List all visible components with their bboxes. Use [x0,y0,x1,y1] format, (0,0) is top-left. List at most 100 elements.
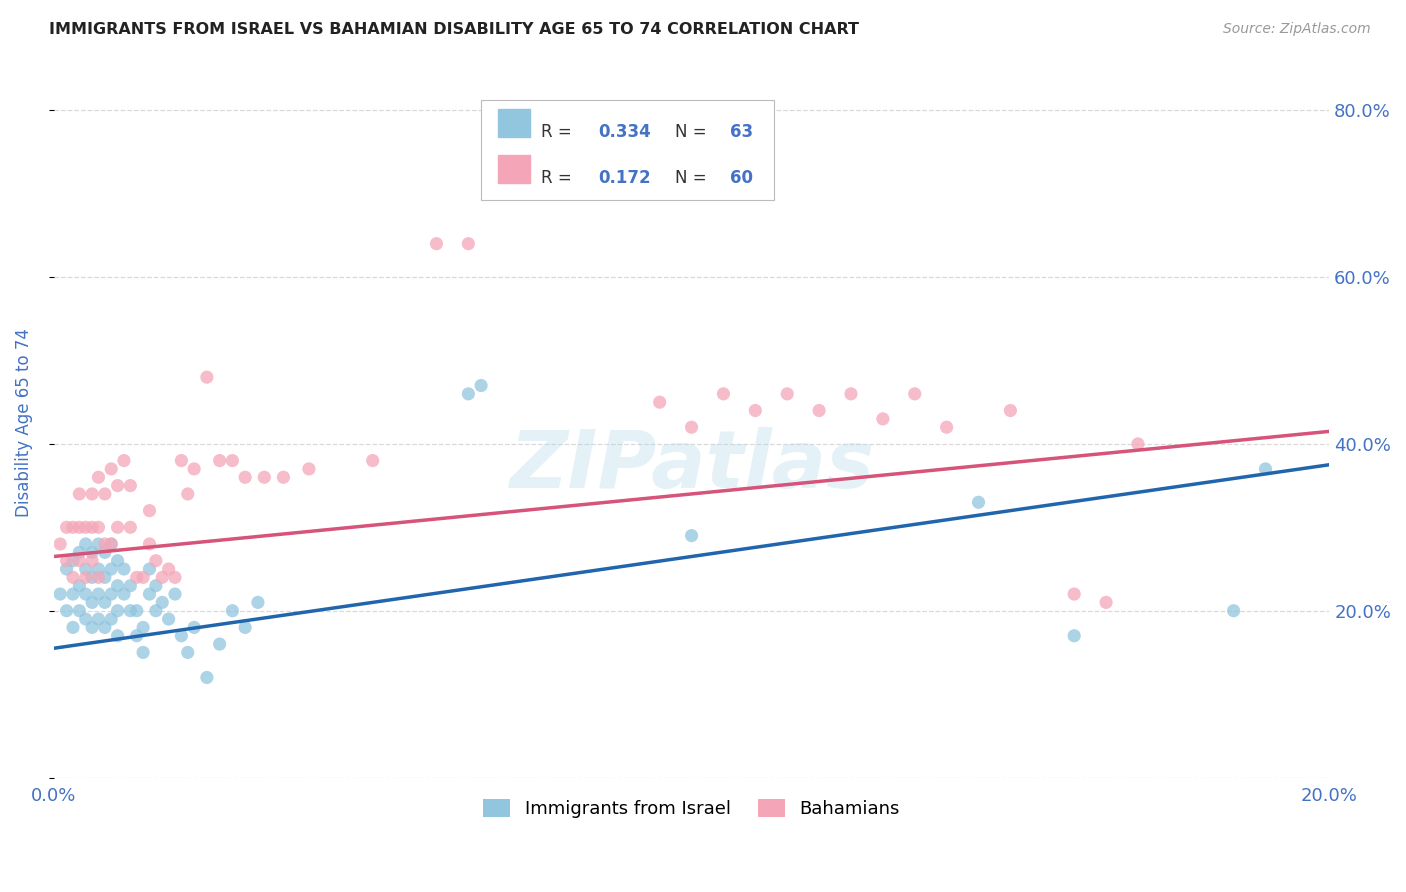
Point [87,570,110,584]
Point [246,595,269,609]
Point [425,236,447,251]
Point [744,403,766,417]
Point [55,562,77,576]
Point [1095,595,1118,609]
Point [1222,604,1244,618]
Point [100,587,122,601]
Point [107,579,129,593]
Point [776,387,799,401]
Point [132,645,155,659]
Legend: Immigrants from Israel, Bahamians: Immigrants from Israel, Bahamians [477,791,907,825]
Point [112,587,135,601]
Point [138,503,160,517]
FancyBboxPatch shape [481,101,775,200]
Point [681,529,703,543]
Y-axis label: Disability Age 65 to 74: Disability Age 65 to 74 [15,328,32,517]
Point [100,462,122,476]
Text: 60: 60 [730,169,752,187]
Bar [498,154,530,183]
Point [87,520,110,534]
Point [94,545,117,559]
Point [298,462,321,476]
Point [75,562,97,576]
Point [221,453,243,467]
Point [75,587,97,601]
Text: R =: R = [541,169,576,187]
Point [107,520,129,534]
Point [120,579,142,593]
Point [87,470,110,484]
Point [120,604,142,618]
Point [150,595,173,609]
Point [100,537,122,551]
Text: Source: ZipAtlas.com: Source: ZipAtlas.com [1223,22,1371,37]
Point [107,478,129,492]
Bar [498,109,530,137]
Point [112,453,135,467]
Point [75,520,97,534]
Point [107,604,129,618]
Point [82,487,104,501]
Point [55,554,77,568]
Point [94,620,117,634]
Point [208,637,231,651]
Point [253,470,276,484]
Point [713,387,735,401]
Point [195,670,218,684]
Point [138,562,160,576]
Point [87,587,110,601]
Point [87,537,110,551]
Point [163,587,186,601]
Point [87,612,110,626]
Point [82,570,104,584]
Text: IMMIGRANTS FROM ISRAEL VS BAHAMIAN DISABILITY AGE 65 TO 74 CORRELATION CHART: IMMIGRANTS FROM ISRAEL VS BAHAMIAN DISAB… [49,22,859,37]
Point [457,236,479,251]
Point [132,620,155,634]
Point [177,645,200,659]
Point [839,387,862,401]
Point [145,579,167,593]
Point [55,520,77,534]
Point [100,562,122,576]
Point [170,629,193,643]
Point [120,520,142,534]
Point [183,620,205,634]
Point [107,554,129,568]
Point [62,520,84,534]
Point [94,537,117,551]
Point [49,587,72,601]
Point [163,570,186,584]
Point [62,554,84,568]
Text: N =: N = [675,169,711,187]
Point [648,395,671,409]
Point [62,587,84,601]
Point [87,562,110,576]
Point [138,537,160,551]
Point [904,387,927,401]
Point [208,453,231,467]
Point [55,604,77,618]
Point [233,470,256,484]
Point [107,629,129,643]
Point [75,570,97,584]
Point [1000,403,1022,417]
Point [1063,587,1085,601]
Point [67,579,90,593]
Text: 63: 63 [730,123,754,141]
Point [361,453,384,467]
Point [82,520,104,534]
Point [67,487,90,501]
Point [157,562,180,576]
Point [157,612,180,626]
Point [457,387,479,401]
Point [170,453,193,467]
Point [132,570,155,584]
Text: 0.172: 0.172 [599,169,651,187]
Point [94,487,117,501]
Point [67,545,90,559]
Point [681,420,703,434]
Text: R =: R = [541,123,576,141]
Point [49,537,72,551]
Point [100,612,122,626]
Point [82,554,104,568]
